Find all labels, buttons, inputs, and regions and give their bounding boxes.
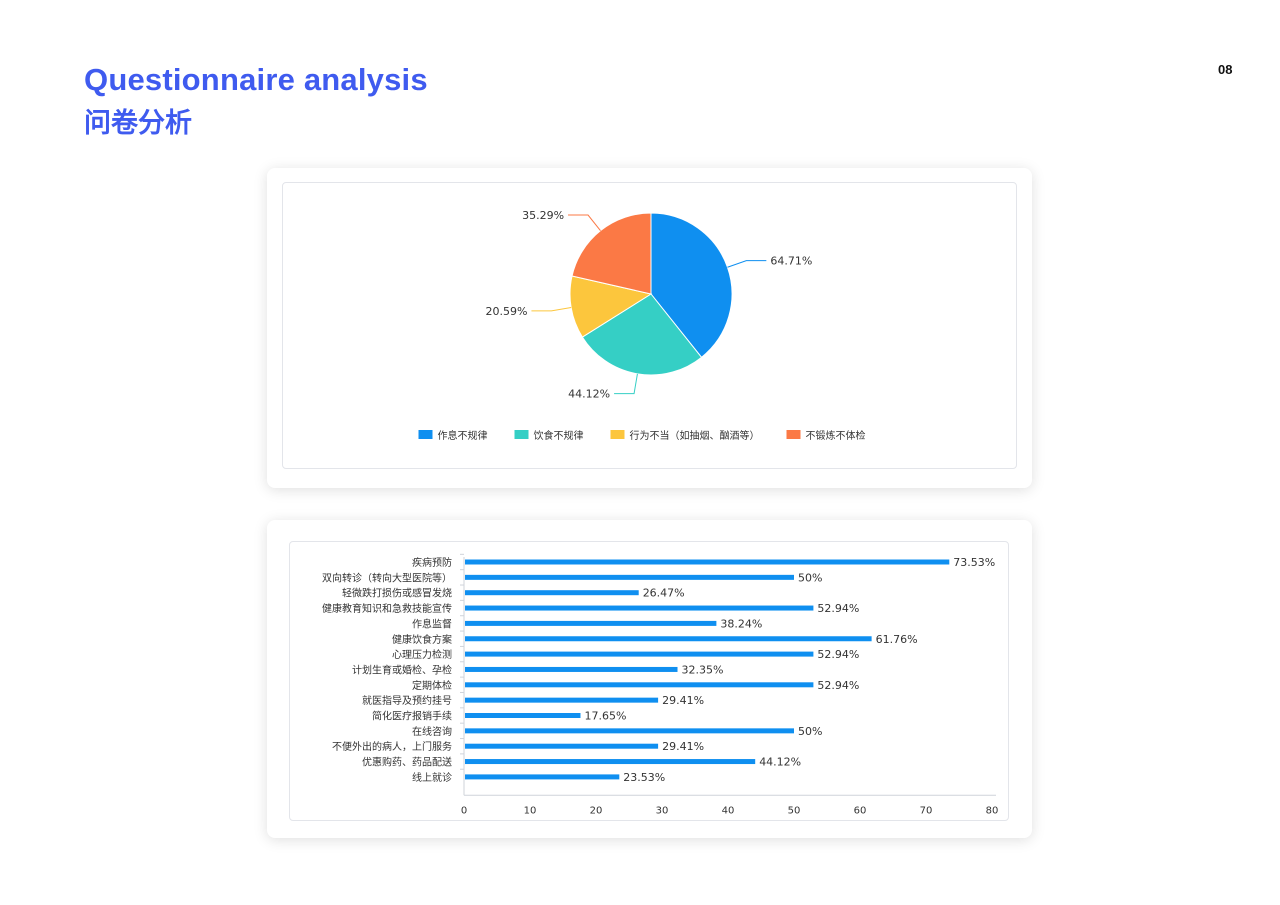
bar-value-label: 29.41% (662, 694, 704, 707)
category-label: 就医指导及预约挂号 (362, 694, 452, 707)
x-tick-label: 60 (854, 805, 867, 816)
page-title-chinese: 问卷分析 (84, 108, 192, 139)
pie-slice (581, 293, 703, 376)
bar (465, 605, 814, 611)
category-label: 计划生育或婚检、孕检 (352, 663, 452, 676)
bar-value-label: 44.12% (759, 756, 801, 769)
x-tick-label: 70 (920, 805, 933, 816)
bar (465, 590, 639, 596)
bar (465, 743, 659, 749)
pie-data-label: 44.12% (568, 388, 610, 401)
bar-value-label: 26.47% (643, 587, 685, 600)
legend-label: 饮食不规律 (534, 429, 584, 442)
bar-value-label: 50% (798, 571, 822, 584)
pie-chart: 64.71% 44.12% 20.59% 35.29% 作息不规律 饮食不规律 行为不当（如… (418, 209, 866, 442)
pie-slice (650, 212, 733, 359)
bar (465, 636, 872, 642)
bar (465, 697, 659, 703)
bar (465, 620, 717, 626)
bar (465, 759, 756, 765)
bar-value-label: 52.94% (817, 602, 859, 615)
bar (465, 774, 620, 780)
category-label: 简化医疗报销手续 (372, 710, 452, 723)
category-label: 健康教育知识和急救技能宣传 (322, 602, 452, 615)
legend-swatch (610, 430, 625, 439)
category-label: 优惠购药、药品配送 (362, 756, 452, 769)
pie-data-label: 20.59% (485, 305, 527, 318)
legend-swatch (418, 430, 433, 439)
x-tick-label: 30 (656, 805, 669, 816)
pie-data-label: 35.29% (522, 209, 564, 222)
category-label: 轻微跌打损伤或感冒发烧 (342, 587, 452, 600)
pie-chart-card: 64.71% 44.12% 20.59% 35.29% 作息不规律 饮食不规律 行为不当（如… (267, 168, 1032, 488)
x-tick-label: 80 (986, 805, 999, 816)
bar (465, 682, 814, 688)
bar-value-label: 17.65% (584, 710, 626, 723)
x-tick-label: 50 (788, 805, 801, 816)
bar-value-label: 50% (798, 725, 822, 738)
legend-swatch (786, 430, 801, 439)
bar (465, 666, 678, 672)
bar (465, 559, 950, 565)
bar-value-label: 52.94% (817, 648, 859, 661)
pie-label-line (568, 214, 601, 231)
x-tick-label: 10 (524, 805, 537, 816)
page-title-english: Questionnaire analysis (84, 62, 428, 97)
bar-value-label: 29.41% (662, 740, 704, 753)
bar (465, 574, 794, 580)
bar-chart-card: 疾病预防 73.53% 双向转诊（转向大型医院等） 50% 轻微跌打损伤或感冒发烧 26.… (267, 520, 1032, 838)
pie-slice (571, 212, 652, 295)
bar (465, 728, 794, 734)
legend-swatch (514, 430, 529, 439)
bar-value-label: 32.35% (682, 663, 724, 676)
pie-chart-panel: 64.71% 44.12% 20.59% 35.29% 作息不规律 饮食不规律 行为不当（如… (282, 182, 1017, 469)
category-label: 线上就诊 (412, 771, 452, 784)
bar-chart: 疾病预防 73.53% 双向转诊（转向大型医院等） 50% 轻微跌打损伤或感冒发烧 26.… (322, 553, 999, 816)
legend-label: 行为不当（如抽烟、酗酒等） (630, 429, 760, 442)
category-label: 在线咨询 (412, 725, 452, 738)
x-tick-label: 40 (722, 805, 735, 816)
pie-label-line (614, 373, 638, 395)
category-label: 疾病预防 (412, 556, 452, 569)
legend-label: 不锻炼不体检 (806, 429, 866, 442)
legend-label: 作息不规律 (438, 429, 488, 442)
category-label: 心理压力检测 (392, 648, 452, 661)
x-tick-label: 20 (590, 805, 603, 816)
category-label: 定期体检 (412, 679, 452, 692)
category-label: 双向转诊（转向大型医院等） (322, 571, 452, 584)
x-tick-label: 0 (461, 805, 467, 816)
category-label: 作息监督 (412, 617, 452, 630)
category-label: 不便外出的病人，上门服务 (332, 740, 452, 753)
page-number: 08 (1218, 62, 1233, 77)
pie-legend: 作息不规律 饮食不规律 行为不当（如抽烟、酗酒等） 不锻炼不体检 (418, 429, 866, 442)
pie-slice (569, 275, 653, 338)
pie-data-label: 64.71% (770, 255, 812, 268)
bar (465, 651, 814, 657)
pie-label-line (531, 307, 572, 312)
bar-value-label: 73.53% (953, 556, 995, 569)
pie-label-line (727, 260, 767, 268)
bar-value-label: 38.24% (720, 617, 762, 630)
bar-value-label: 61.76% (876, 633, 918, 646)
bar-chart-panel: 疾病预防 73.53% 双向转诊（转向大型医院等） 50% 轻微跌打损伤或感冒发烧 26.… (289, 541, 1009, 821)
bar-value-label: 23.53% (623, 771, 665, 784)
category-label: 健康饮食方案 (392, 633, 452, 646)
bar (465, 713, 581, 718)
bar-value-label: 52.94% (817, 679, 859, 692)
